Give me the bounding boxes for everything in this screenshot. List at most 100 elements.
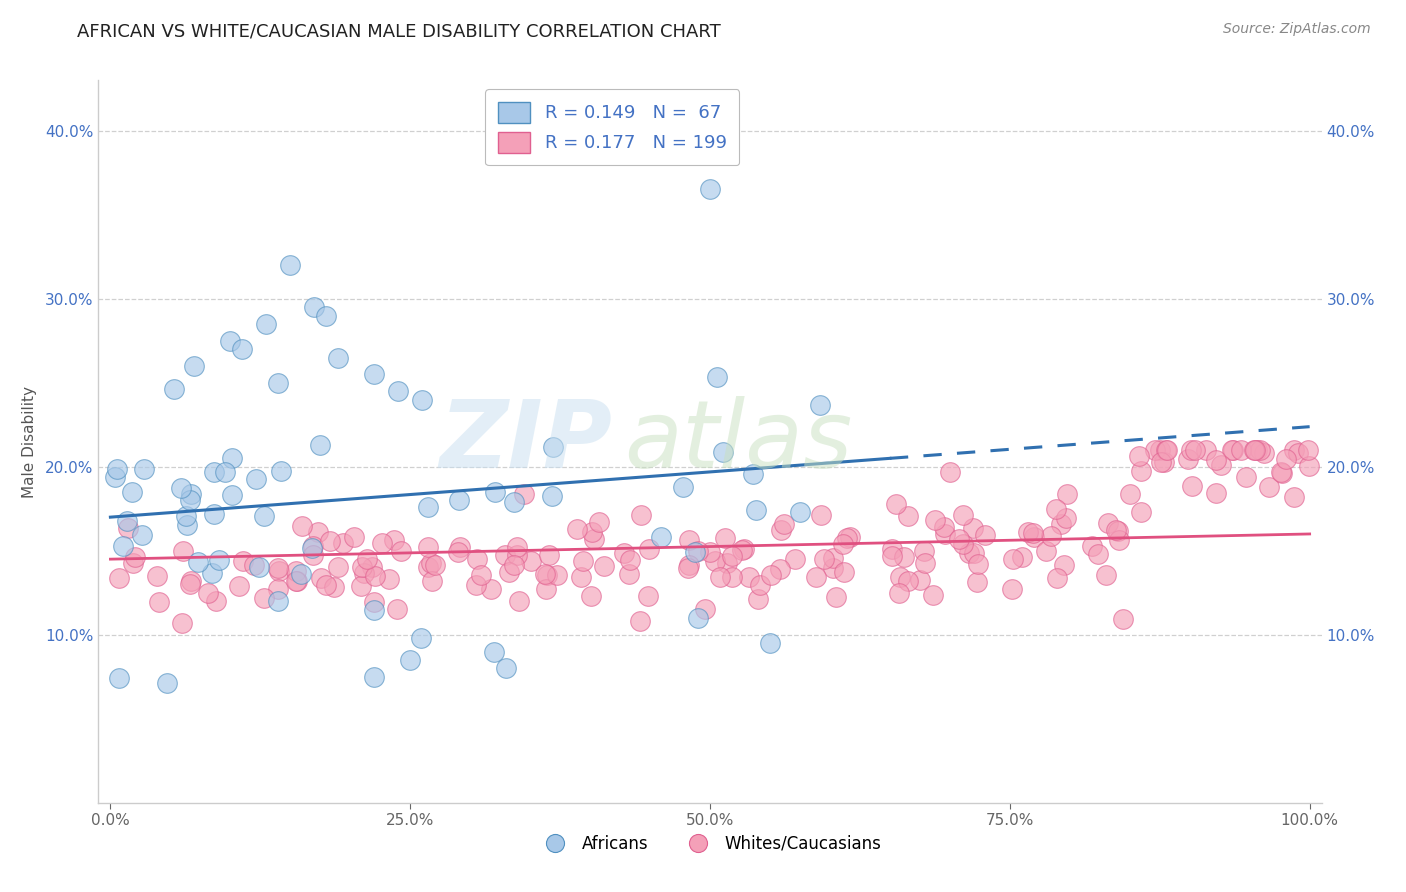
Point bbox=[962, 521, 984, 535]
Point bbox=[479, 582, 502, 597]
Point bbox=[884, 497, 907, 511]
Point bbox=[882, 541, 904, 556]
Point bbox=[285, 574, 308, 589]
Point bbox=[371, 535, 394, 549]
Point bbox=[912, 543, 935, 558]
Point bbox=[416, 560, 439, 574]
Point bbox=[121, 484, 143, 499]
Point bbox=[934, 526, 956, 541]
Point bbox=[1271, 466, 1294, 480]
Point bbox=[1153, 455, 1175, 469]
Point bbox=[180, 487, 202, 501]
Point bbox=[231, 342, 253, 356]
Point bbox=[187, 555, 209, 569]
Point bbox=[172, 543, 194, 558]
Point bbox=[887, 586, 910, 600]
Point bbox=[219, 334, 242, 348]
Point bbox=[810, 508, 832, 522]
Point bbox=[672, 479, 695, 493]
Point bbox=[716, 556, 738, 570]
Point bbox=[323, 580, 346, 594]
Point bbox=[749, 578, 772, 592]
Point bbox=[538, 548, 561, 562]
Point bbox=[769, 562, 792, 576]
Point bbox=[1258, 480, 1281, 494]
Point bbox=[156, 676, 179, 690]
Point bbox=[179, 577, 201, 591]
Point bbox=[252, 508, 274, 523]
Point bbox=[301, 541, 323, 556]
Point bbox=[387, 384, 409, 398]
Point bbox=[145, 569, 167, 583]
Point bbox=[546, 567, 568, 582]
Point bbox=[494, 548, 516, 562]
Point bbox=[711, 445, 734, 459]
Point bbox=[382, 533, 405, 547]
Point bbox=[770, 523, 793, 537]
Point bbox=[302, 549, 325, 563]
Point bbox=[148, 595, 170, 609]
Point bbox=[588, 515, 610, 529]
Point bbox=[1112, 612, 1135, 626]
Point bbox=[1011, 549, 1033, 564]
Point bbox=[1050, 516, 1073, 531]
Point bbox=[678, 533, 700, 548]
Point bbox=[1017, 525, 1039, 540]
Point bbox=[1286, 446, 1309, 460]
Point bbox=[399, 653, 422, 667]
Point bbox=[1053, 558, 1076, 572]
Point bbox=[508, 594, 530, 608]
Point bbox=[638, 542, 661, 557]
Text: atlas: atlas bbox=[624, 396, 852, 487]
Point bbox=[506, 541, 529, 555]
Point bbox=[889, 569, 911, 583]
Point bbox=[350, 560, 373, 574]
Point bbox=[1097, 516, 1119, 531]
Point bbox=[104, 470, 127, 484]
Point bbox=[228, 579, 250, 593]
Point bbox=[498, 565, 520, 579]
Point bbox=[183, 359, 205, 373]
Point bbox=[361, 559, 384, 574]
Point bbox=[948, 533, 970, 547]
Point bbox=[966, 558, 988, 572]
Point bbox=[304, 300, 326, 314]
Point bbox=[1002, 551, 1025, 566]
Point bbox=[1253, 446, 1275, 460]
Point bbox=[197, 586, 219, 600]
Point bbox=[1220, 442, 1243, 457]
Point bbox=[447, 545, 470, 559]
Point bbox=[1130, 464, 1153, 478]
Text: ZIP: ZIP bbox=[439, 395, 612, 488]
Point bbox=[328, 351, 350, 365]
Point bbox=[1154, 442, 1177, 457]
Point bbox=[174, 509, 197, 524]
Point bbox=[966, 574, 988, 589]
Point bbox=[411, 392, 433, 407]
Point bbox=[221, 488, 243, 502]
Point bbox=[619, 566, 641, 581]
Point bbox=[201, 566, 224, 580]
Point bbox=[1282, 442, 1305, 457]
Point bbox=[245, 472, 267, 486]
Point bbox=[1104, 523, 1126, 537]
Point bbox=[1230, 442, 1253, 457]
Point bbox=[1184, 442, 1206, 457]
Point bbox=[567, 522, 589, 536]
Point bbox=[315, 309, 337, 323]
Point bbox=[721, 549, 744, 564]
Point bbox=[832, 537, 855, 551]
Point bbox=[1022, 526, 1045, 541]
Point bbox=[247, 560, 270, 574]
Point bbox=[1149, 455, 1171, 469]
Point bbox=[650, 530, 672, 544]
Point bbox=[411, 632, 433, 646]
Point bbox=[963, 546, 986, 560]
Point bbox=[1296, 442, 1319, 457]
Point bbox=[482, 644, 505, 658]
Point bbox=[1249, 442, 1271, 457]
Point bbox=[232, 554, 254, 568]
Point bbox=[593, 558, 616, 573]
Point bbox=[309, 437, 332, 451]
Point bbox=[1087, 547, 1109, 561]
